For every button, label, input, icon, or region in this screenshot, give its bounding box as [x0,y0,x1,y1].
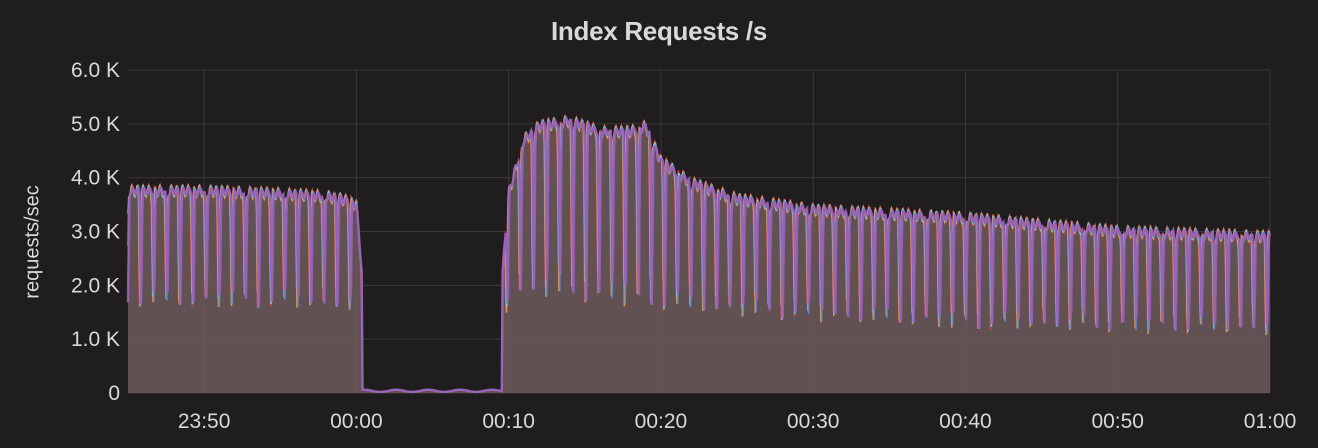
x-tick-label: 00:10 [482,410,535,433]
x-tick-label: 00:30 [787,410,840,433]
area-fill-path [128,121,1270,393]
y-tick-label: 3.0 K [71,221,120,244]
x-tick-label: 00:00 [330,410,383,433]
series-lines [126,113,1271,394]
y-tick-label: 1.0 K [71,328,120,351]
y-tick-label: 4.0 K [71,167,120,190]
y-tick-label: 0 [108,382,120,405]
y-tick-label: 5.0 K [71,113,120,136]
series-line [126,117,1271,394]
x-tick-label: 00:50 [1091,410,1144,433]
x-tick-label: 23:50 [178,410,231,433]
area-fill [128,121,1270,393]
y-tick-label: 2.0 K [71,274,120,297]
y-tick-labels: 0 1.0 K 2.0 K 3.0 K 4.0 K 5.0 K 6.0 K [71,59,120,405]
x-tick-label: 01:00 [1244,410,1297,433]
y-tick-label: 6.0 K [71,59,120,82]
chart-title: Index Requests /s [551,16,767,46]
x-tick-labels: 23:50 00:00 00:10 00:20 00:30 00:40 00:50 01:00 [178,410,1296,433]
x-tick-label: 00:20 [635,410,688,433]
x-tick-label: 00:40 [939,410,992,433]
